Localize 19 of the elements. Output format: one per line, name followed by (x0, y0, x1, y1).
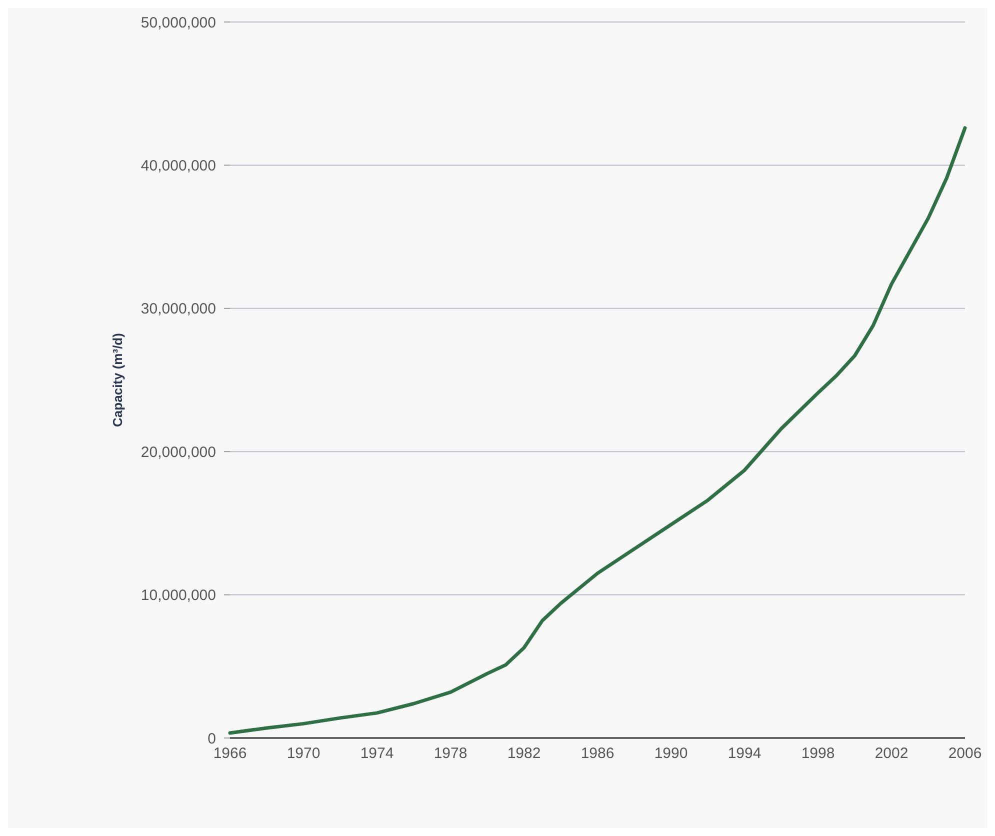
y-tick-label: 30,000,000 (140, 300, 216, 318)
line-series (228, 126, 967, 735)
y-tick-label: 40,000,000 (140, 157, 216, 174)
x-tick-label: 1966 (213, 745, 247, 762)
x-tick-label: 1970 (286, 745, 320, 762)
x-tick-label: 1982 (507, 745, 541, 762)
y-tick-label: 20,000,000 (140, 444, 216, 461)
x-tick-label: 1986 (580, 745, 614, 762)
x-tick-label: 2006 (948, 745, 982, 762)
x-tick-label: 1994 (728, 745, 762, 762)
x-tick-label: 1974 (360, 745, 394, 762)
y-axis-title: Capacity (m³/d) (110, 333, 125, 427)
y-tick-label: 50,000,000 (140, 14, 216, 32)
x-tick-label: 2002 (874, 745, 908, 762)
y-tick-label: 10,000,000 (140, 587, 216, 604)
x-tick-label: 1998 (801, 745, 835, 762)
x-tick-label: 1990 (654, 745, 688, 762)
y-tick-label: 0 (208, 730, 216, 748)
x-tick-label: 1978 (434, 745, 468, 762)
